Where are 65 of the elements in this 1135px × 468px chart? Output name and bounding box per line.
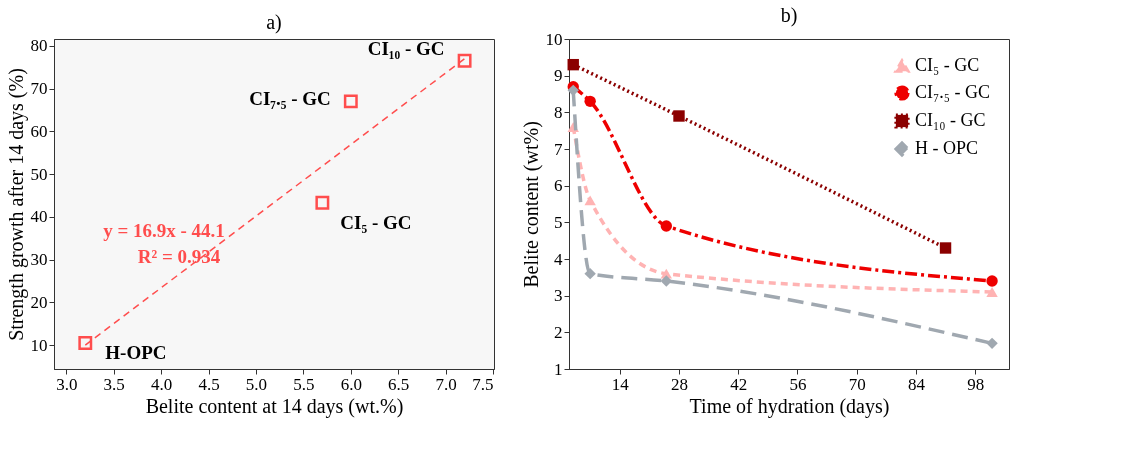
- point: [584, 95, 596, 108]
- y-tick-label: 8: [554, 102, 563, 122]
- annotation: CI₅ - GC: [340, 211, 412, 233]
- y-tick-label: 10: [30, 335, 48, 355]
- x-tick-label: 7.5: [472, 374, 494, 394]
- point: [939, 242, 952, 254]
- x-tick-label: 14: [611, 374, 630, 394]
- x-tick-label: 3.5: [103, 374, 125, 394]
- x-axis-title: Belite content at 14 days (wt.%): [145, 394, 404, 418]
- y-tick-label: 40: [30, 207, 48, 227]
- point: [584, 195, 596, 206]
- point: [315, 195, 330, 210]
- x-tick-label: 6.5: [388, 374, 410, 394]
- y-axis-title: Strength growth after 14 days (%): [4, 68, 28, 341]
- point: [673, 110, 685, 122]
- chart-title: a): [266, 10, 282, 34]
- x-tick-label: 42: [730, 374, 748, 394]
- y-tick-label: 4: [554, 249, 563, 269]
- x-tick-label: 7.0: [435, 374, 457, 394]
- x-tick-label: 5.5: [293, 374, 315, 394]
- legend-label: CI₅ - GC: [915, 55, 980, 75]
- x-tick-label: 84: [907, 374, 926, 394]
- y-tick-label: 50: [30, 164, 48, 184]
- x-tick-label: 3.0: [56, 374, 78, 394]
- legend-label: CI₁₀ - GC: [915, 110, 986, 130]
- y-tick-label: 7: [554, 139, 563, 159]
- y-tick-label: 3: [554, 286, 563, 306]
- point: [986, 287, 998, 297]
- y-tick-label: 30: [30, 250, 48, 270]
- annotation: CI₇.₅ - GC: [249, 88, 331, 110]
- y-tick-label: 80: [30, 36, 48, 56]
- chart-title: b): [780, 4, 798, 27]
- annotation: R² = 0.934: [137, 246, 221, 267]
- x-tick-label: 4.0: [151, 374, 173, 394]
- y-tick-label: 20: [30, 292, 48, 312]
- x-tick-label: 4.5: [198, 374, 220, 394]
- point: [567, 58, 579, 71]
- y-tick-label: 6: [554, 176, 563, 196]
- point: [986, 275, 998, 287]
- point: [343, 94, 358, 109]
- x-axis-title: Time of hydration (days): [689, 394, 890, 418]
- point: [584, 267, 596, 280]
- y-tick-label: 5: [554, 212, 563, 232]
- legend-label: CI₇.₅ - GC: [915, 82, 991, 102]
- point: [660, 220, 673, 232]
- annotation: CI₁₀ - GC: [367, 37, 445, 59]
- x-tick-label: 6.0: [340, 374, 362, 394]
- x-tick-label: 56: [789, 374, 807, 394]
- point: [986, 337, 998, 350]
- point: [78, 335, 93, 350]
- y-tick-label: 1: [554, 359, 563, 379]
- y-tick-label: 60: [30, 121, 48, 141]
- x-tick-label: 70: [848, 374, 866, 394]
- x-tick-label: 98: [967, 374, 985, 394]
- y-tick-label: 10: [545, 29, 563, 49]
- legend-label: H - OPC: [915, 138, 979, 158]
- y-tick-label: 2: [554, 322, 563, 342]
- y-axis-title: Belite content (wt%): [519, 121, 543, 288]
- y-tick-label: 9: [554, 66, 563, 86]
- annotation: H-OPC: [105, 341, 167, 363]
- annotation: y = 16.9x - 44.1: [103, 220, 225, 241]
- x-tick-label: 5.0: [245, 374, 268, 394]
- point: [457, 53, 472, 68]
- x-tick-label: 28: [671, 374, 688, 394]
- y-tick-label: 70: [30, 79, 48, 99]
